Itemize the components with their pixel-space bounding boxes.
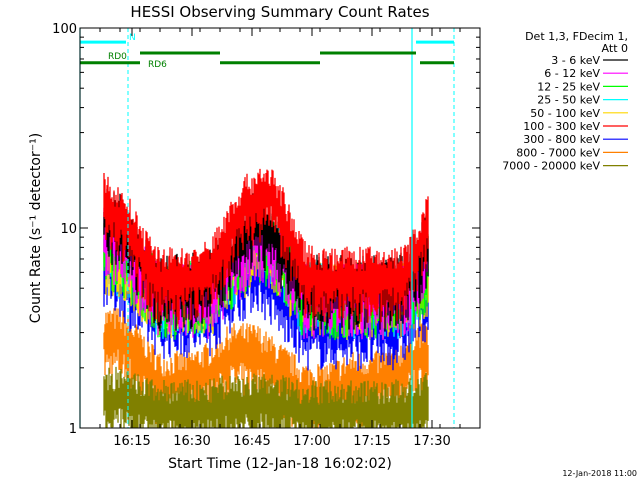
x-tick-label-16-30: 16:30 — [173, 434, 210, 449]
legend-label-6-12-kev: 6 - 12 keV — [544, 67, 600, 80]
flag-rd0: RD0 — [108, 51, 416, 62]
series-7000-20000-kev — [103, 366, 429, 428]
x-tick-label-16-15: 16:15 — [113, 434, 150, 449]
y-tick-label-100: 100 — [52, 22, 77, 37]
legend-label-7000-20000-kev: 7000 - 20000 keV — [502, 160, 600, 173]
flag-label-rd0: RD0 — [108, 52, 127, 62]
x-tick-label-17-00: 17:00 — [293, 434, 330, 449]
x-tick-label-16-45: 16:45 — [233, 434, 270, 449]
y-tick-label-10: 10 — [60, 222, 77, 237]
legend-label-800-7000-kev: 800 - 7000 keV — [516, 146, 600, 159]
y-tick-label-1: 1 — [69, 422, 77, 437]
series-band-7000-20000-kev — [103, 366, 429, 428]
x-axis-label: Start Time (12-Jan-18 16:02:02) — [168, 456, 392, 472]
x-tick-label-17-30: 17:30 — [413, 434, 450, 449]
legend-label-12-25-kev: 12 - 25 keV — [537, 80, 600, 93]
series-line-100-300-kev — [103, 186, 429, 273]
flag-label-n: N — [129, 33, 136, 43]
legend-title-line-0: Det 1,3, FDecim 1, — [525, 30, 628, 43]
legend-label-3-6-kev: 3 - 6 keV — [551, 54, 600, 67]
series-layer — [103, 168, 429, 428]
series-100-300-kev — [103, 168, 429, 325]
y-axis-label: Count Rate (s⁻¹ detector⁻¹) — [28, 133, 44, 323]
x-tick-label-17-15: 17:15 — [353, 434, 390, 449]
axis-ticks: 16:15 16:30 16:45 17:00 17:15 17:30 1 10 100 — [52, 22, 481, 449]
legend-label-300-800-kev: 300 - 800 keV — [523, 133, 600, 146]
flag-rd6: RD6 — [80, 60, 454, 70]
legend-label-100-300-kev: 100 - 300 keV — [523, 120, 600, 133]
legend-label-50-100-kev: 50 - 100 keV — [530, 107, 600, 120]
flag-label-rd6: RD6 — [148, 60, 167, 70]
chart-title: HESSI Observing Summary Count Rates — [130, 3, 429, 21]
footer-timestamp: 12-Jan-2018 11:00 — [562, 469, 637, 478]
series-line-800-7000-kev — [104, 332, 428, 388]
legend-label-25-50-kev: 25 - 50 keV — [537, 94, 600, 107]
legend-title-line-1: Att 0 — [602, 42, 628, 55]
series-line-7000-20000-kev — [104, 392, 428, 406]
